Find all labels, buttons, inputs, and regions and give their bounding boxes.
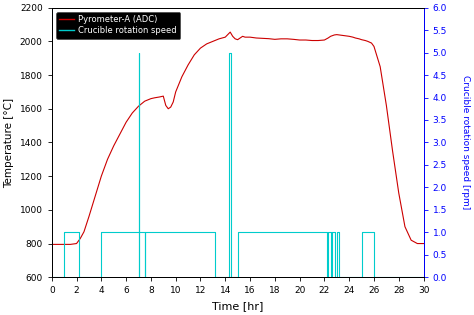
X-axis label: Time [hr]: Time [hr] bbox=[212, 301, 264, 311]
Legend: Pyrometer-A (ADC), Crucible rotation speed: Pyrometer-A (ADC), Crucible rotation spe… bbox=[56, 12, 181, 38]
Y-axis label: Crucible rotation speed [rpm]: Crucible rotation speed [rpm] bbox=[461, 75, 470, 209]
Y-axis label: Temperature [°C]: Temperature [°C] bbox=[4, 97, 14, 187]
